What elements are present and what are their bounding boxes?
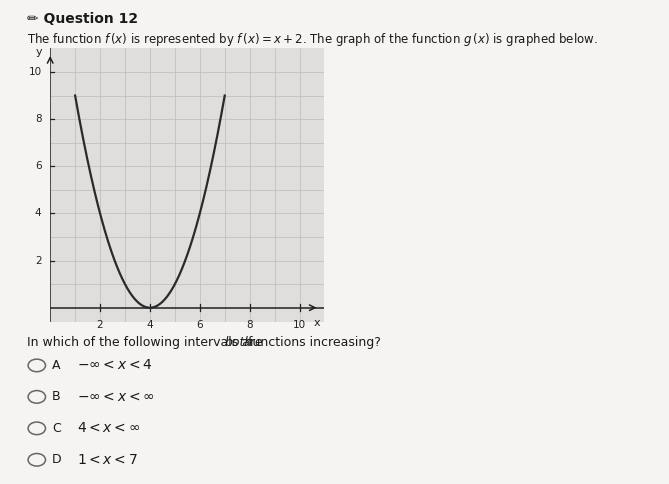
Text: 2: 2 [35,256,41,266]
Text: functions increasing?: functions increasing? [244,336,381,349]
Text: B: B [52,391,61,403]
Text: The function $f\,(x)$ is represented by $f\,(x) = x + 2$. The graph of the funct: The function $f\,(x)$ is represented by … [27,31,597,48]
Text: 10: 10 [28,67,41,77]
Text: 4: 4 [35,209,41,218]
Text: ✏ Question 12: ✏ Question 12 [27,12,138,26]
Text: $-\infty < x < 4$: $-\infty < x < 4$ [77,359,153,372]
Text: D: D [52,454,62,466]
Text: $4 < x < \infty$: $4 < x < \infty$ [77,422,140,435]
Text: $1 < x < 7$: $1 < x < 7$ [77,453,138,467]
Text: 10: 10 [293,319,306,330]
Text: 6: 6 [35,161,41,171]
Text: $-\infty < x < \infty$: $-\infty < x < \infty$ [77,390,155,404]
Text: 6: 6 [197,319,203,330]
Text: In which of the following intervals are: In which of the following intervals are [27,336,266,349]
Text: y: y [35,46,42,57]
Text: A: A [52,359,61,372]
Text: C: C [52,422,61,435]
Text: 4: 4 [147,319,153,330]
Text: 2: 2 [97,319,103,330]
Text: both: both [224,336,252,349]
Text: x: x [314,318,320,328]
Text: 8: 8 [246,319,253,330]
Text: 8: 8 [35,114,41,124]
